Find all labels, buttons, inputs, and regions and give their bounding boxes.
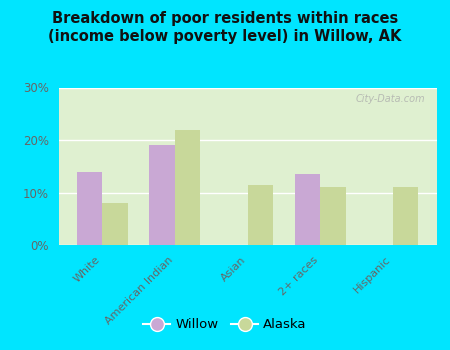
Bar [295,174,320,245]
Bar [393,187,419,245]
Bar [76,172,102,245]
Text: City-Data.com: City-Data.com [356,94,425,104]
Bar [102,203,127,245]
Bar [175,130,200,245]
Text: Breakdown of poor residents within races
(income below poverty level) in Willow,: Breakdown of poor residents within races… [48,10,402,44]
Bar [248,185,273,245]
Bar [320,187,346,245]
Legend: Willow, Alaska: Willow, Alaska [138,313,312,336]
Bar [149,145,175,245]
